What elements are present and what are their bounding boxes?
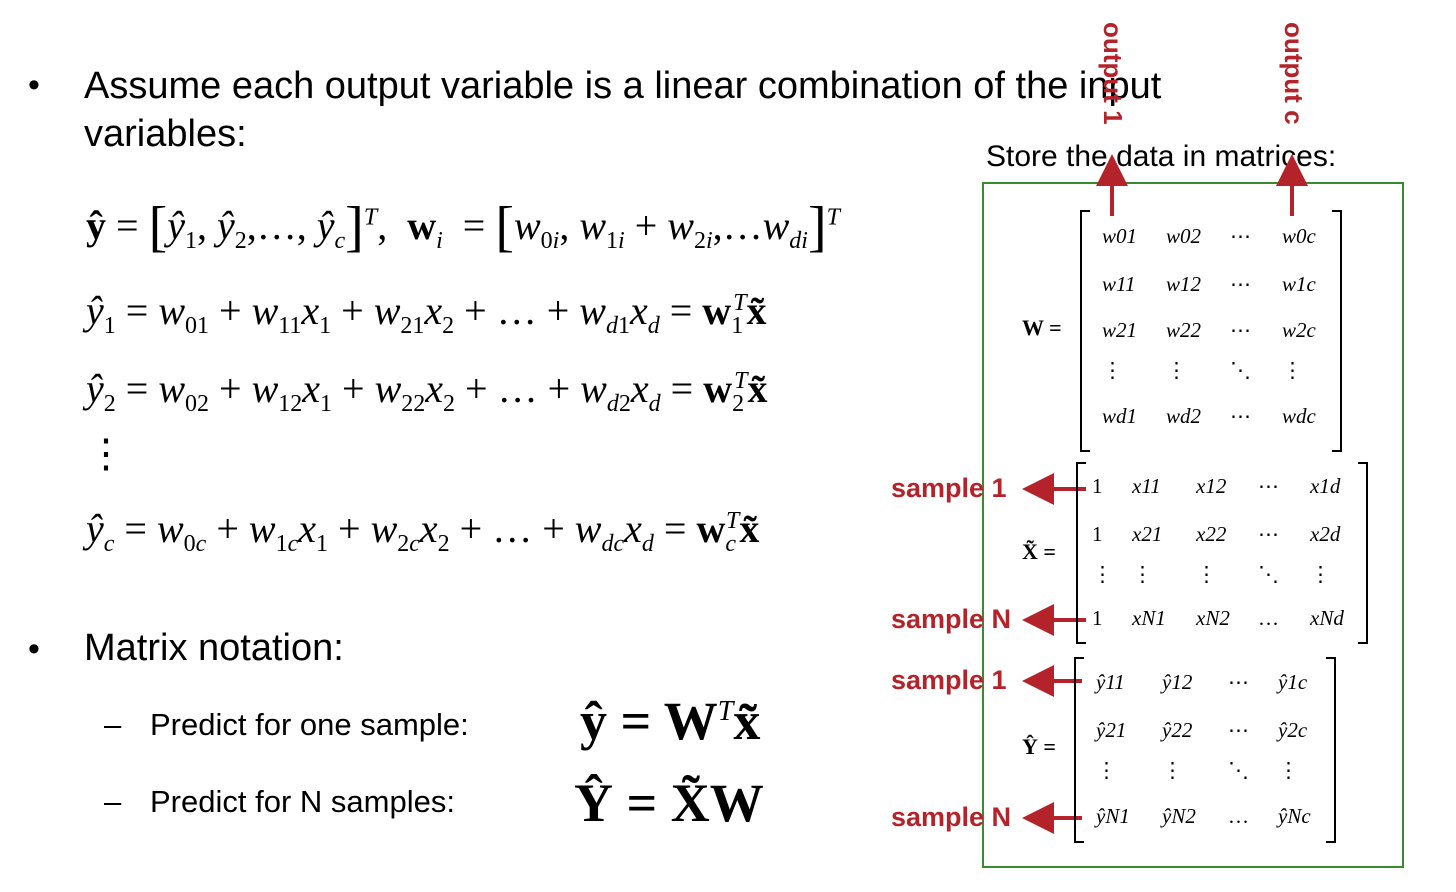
matrix-x-cell: x21 xyxy=(1132,522,1163,546)
x-sample-n-text: sample N xyxy=(891,604,1012,634)
matrix-x-cell: x1d xyxy=(1310,474,1341,498)
sub-bullet-predict-n: Predict for N samples: xyxy=(150,784,455,819)
matrix-x-cell: xNd xyxy=(1310,606,1344,630)
matrix-y-cell: ŷ1c xyxy=(1278,670,1308,694)
matrix-y-name: Ŷ = xyxy=(1022,734,1056,759)
matrix-x-cell: ⋯ xyxy=(1258,522,1279,546)
matrix-w-cell: wd2 xyxy=(1166,404,1202,428)
bullet-marker: • xyxy=(28,66,40,104)
matrix-x-cell: x2d xyxy=(1310,522,1341,546)
matrix-x-cell: ⋮ xyxy=(1310,562,1331,586)
equation-yc: ŷc = w0c + w1cx1 + w2cx2 + … + wdcxd = w… xyxy=(86,506,760,557)
matrix-w-cell: w12 xyxy=(1166,272,1202,296)
matrix-y-cell: ŷ2c xyxy=(1278,718,1308,742)
matrix-x-cell: ⋱ xyxy=(1258,562,1279,586)
equation-vdots: ⋮ xyxy=(86,431,126,476)
equation-y1: ŷ1 = w01 + w11x1 + w21x2 + … + wd1xd = w… xyxy=(86,288,767,339)
matrix-x-cell: x22 xyxy=(1196,522,1227,546)
matrix-w-bracket-left xyxy=(1080,210,1090,452)
bullet-assume-line2: variables: xyxy=(84,113,247,155)
y-sample-1-label: sample 1 xyxy=(891,665,1007,695)
matrix-w-bracket-right xyxy=(1332,210,1342,452)
equation-y2: ŷ2 = w02 + w12x1 + w22x2 + … + wd2xd = w… xyxy=(86,366,768,417)
output-c-label: output c xyxy=(1279,22,1309,125)
matrix-y-cell: ŷ22 xyxy=(1162,718,1193,742)
matrix-w-cell: ⋯ xyxy=(1230,224,1251,248)
matrix-y-bracket-left xyxy=(1074,657,1084,843)
matrix-x-cell: ⋮ xyxy=(1132,562,1153,586)
matrix-w-cell: w22 xyxy=(1166,318,1202,342)
x-sample-1-label: sample 1 xyxy=(891,473,1007,503)
matrix-w-cell: ⋯ xyxy=(1230,404,1251,428)
sub-bullet-predict-one: Predict for one sample: xyxy=(150,707,469,742)
matrix-y-cell: ⋯ xyxy=(1228,670,1249,694)
bullet-marker: • xyxy=(28,630,40,668)
matrix-w-cell: ⋮ xyxy=(1166,358,1187,382)
output-1-label: output 1 xyxy=(1098,22,1128,125)
matrix-x-cell: xN1 xyxy=(1132,606,1166,630)
matrix-y-cell: ŷ21 xyxy=(1096,718,1127,742)
matrix-w-cell: w02 xyxy=(1166,224,1202,248)
matrix-y-cell: ŷN2 xyxy=(1162,804,1196,828)
equation-definitions: ŷ = [ŷ1, ŷ2,…, ŷc]T, wi = [w0i, w1i + w2… xyxy=(86,196,840,258)
matrix-w-cell: wdc xyxy=(1282,404,1316,428)
y-sample-n-label: sample N xyxy=(891,802,1011,833)
matrix-x-cell: ⋯ xyxy=(1258,474,1279,498)
bullet-matrix-notation: Matrix notation: xyxy=(84,627,344,669)
equation-predict-one: ŷ = WTx̃ xyxy=(580,691,761,751)
matrix-y-cell: ŷ12 xyxy=(1162,670,1193,694)
matrix-w-cell: ⋯ xyxy=(1230,318,1251,342)
bullet-assume: Assume each output variable is a linear … xyxy=(84,62,1304,158)
matrix-w-cell: w2c xyxy=(1282,318,1316,342)
matrix-w-cell: ⋮ xyxy=(1102,358,1123,382)
matrix-w-cell: w1c xyxy=(1282,272,1316,296)
x-sample-n-label: sample N xyxy=(891,604,1011,635)
matrix-y-bracket-right xyxy=(1326,657,1336,843)
matrix-x-cell: ⋮ xyxy=(1196,562,1217,586)
equation-predict-n: Ŷ = X̃W xyxy=(574,773,764,833)
matrix-x-cell: 1 xyxy=(1092,522,1103,546)
matrix-y-cell: ŷN1 xyxy=(1096,804,1130,828)
matrix-x-cell: x12 xyxy=(1196,474,1227,498)
matrix-y-cell: ŷ11 xyxy=(1096,670,1125,694)
matrix-y-cell: ⋯ xyxy=(1228,718,1249,742)
matrix-x-name: X̃ = xyxy=(1022,539,1056,564)
matrix-x-cell: … xyxy=(1258,606,1279,630)
matrix-x-cell: xN2 xyxy=(1196,606,1230,630)
matrix-x-bracket-right xyxy=(1358,462,1368,644)
matrix-w-cell: ⋮ xyxy=(1282,358,1303,382)
matrix-x-cell: 1 xyxy=(1092,474,1103,498)
matrix-x-cell: x11 xyxy=(1132,474,1161,498)
matrix-w-cell: ⋱ xyxy=(1230,358,1251,382)
matrix-w-cell: w11 xyxy=(1102,272,1136,296)
bullet-assume-line1: Assume each output variable is a linear … xyxy=(84,65,1162,107)
matrix-box xyxy=(982,182,1404,868)
matrix-y-cell: ⋮ xyxy=(1162,758,1183,782)
matrix-y-cell: ŷNc xyxy=(1278,804,1311,828)
matrix-y-cell: … xyxy=(1228,804,1249,828)
matrix-w-cell: wd1 xyxy=(1102,404,1138,428)
matrix-x-cell: 1 xyxy=(1092,606,1103,630)
y-sample-n-text: sample N xyxy=(891,802,1012,832)
matrix-y-cell: ⋱ xyxy=(1228,758,1249,782)
matrix-w-cell: ⋯ xyxy=(1230,272,1251,296)
sub-bullet-dash: – xyxy=(104,784,122,819)
matrix-x-cell: ⋮ xyxy=(1092,562,1113,586)
matrix-w-name: W = xyxy=(1022,315,1062,340)
matrix-y-cell: ⋮ xyxy=(1278,758,1299,782)
sub-bullet-dash: – xyxy=(104,707,122,742)
matrix-x-bracket-left xyxy=(1076,462,1086,644)
matrix-w-cell: w21 xyxy=(1102,318,1138,342)
matrix-w-cell: w0c xyxy=(1282,224,1316,248)
matrix-w-cell: w01 xyxy=(1102,224,1138,248)
matrix-y-cell: ⋮ xyxy=(1096,758,1117,782)
